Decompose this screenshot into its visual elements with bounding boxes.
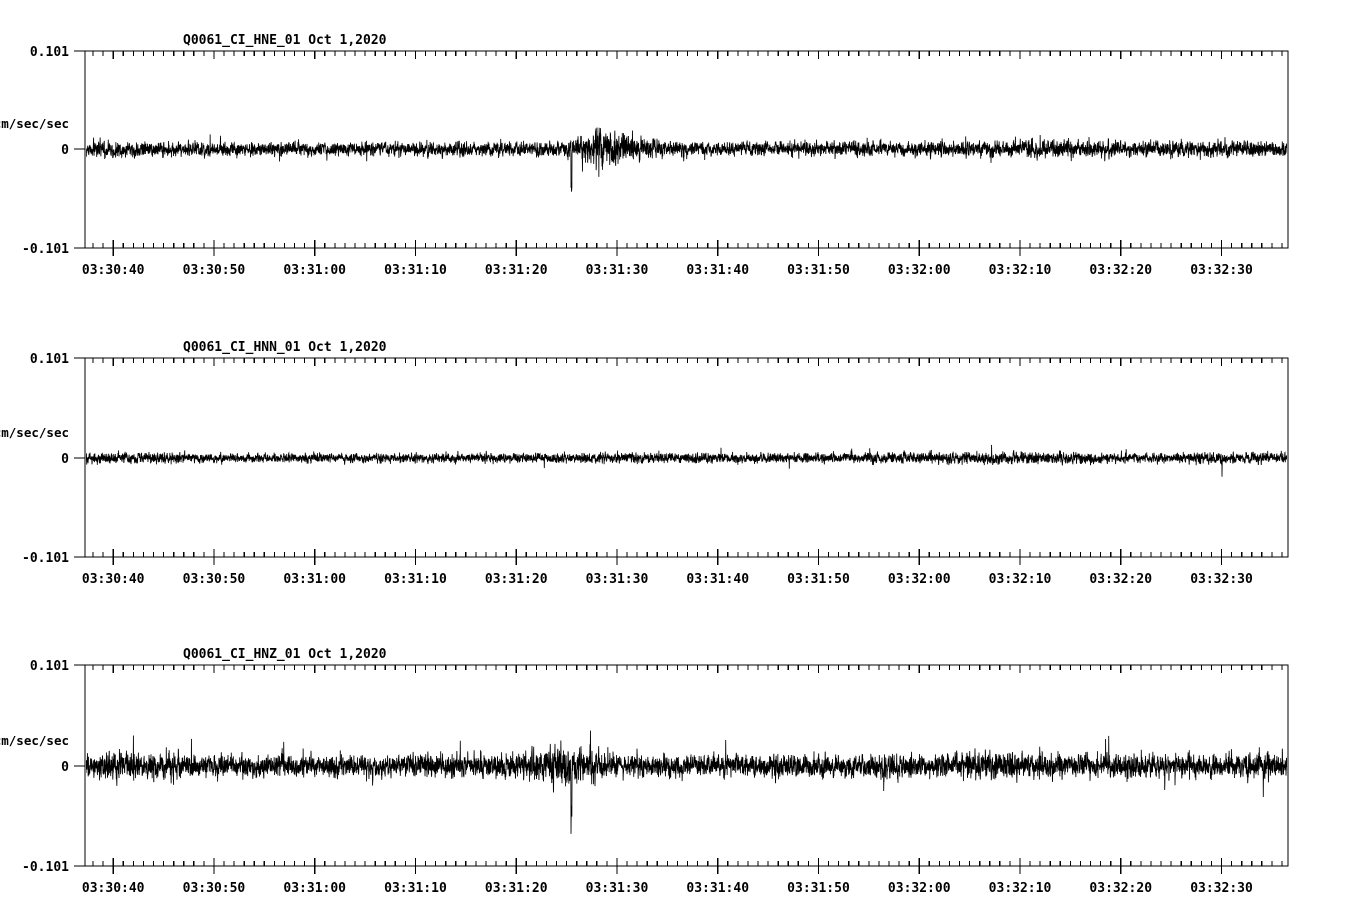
panel-hne-y-ticks	[74, 50, 85, 249]
x-tick-label: 03:31:00	[283, 572, 346, 587]
x-tick-label: 03:32:00	[888, 572, 951, 587]
panel-hnz-title: Q0061_CI_HNZ_01 Oct 1,2020	[183, 647, 387, 662]
panel-hne-frame	[84, 50, 1289, 249]
x-tick-label: 03:31:20	[485, 572, 548, 587]
panel-hnz-x-ticks	[92, 665, 1283, 874]
x-tick-label: 03:31:30	[586, 881, 649, 896]
x-tick-label: 03:32:20	[1089, 263, 1152, 278]
x-tick-label: 03:32:10	[989, 572, 1052, 587]
x-tick-label: 03:30:50	[183, 881, 246, 896]
x-tick-label: 03:32:30	[1190, 263, 1253, 278]
x-tick-label: 03:31:20	[485, 881, 548, 896]
panel-hne-y-zero-label: 0	[61, 143, 69, 158]
x-tick-label: 03:31:20	[485, 263, 548, 278]
x-tick-label: 03:32:30	[1190, 881, 1253, 896]
x-tick-label: 03:30:40	[82, 572, 145, 587]
x-tick-label: 03:31:30	[586, 263, 649, 278]
x-tick-label: 03:31:30	[586, 572, 649, 587]
x-tick-label: 03:31:50	[787, 572, 850, 587]
x-tick-label: 03:31:00	[283, 881, 346, 896]
x-tick-label: 03:30:50	[183, 572, 246, 587]
panel-hnz-y-max-label: 0.101	[30, 659, 69, 674]
x-tick-label: 03:32:20	[1089, 881, 1152, 896]
panel-hne-x-tick-labels: 03:30:40 03:30:50 03:31:00 03:31:10 03:31:20…	[82, 263, 1253, 278]
x-tick-label: 03:32:00	[888, 263, 951, 278]
panel-hnz-y-units-label: cm/sec/sec	[0, 733, 69, 748]
panel-hnz-x-tick-labels: 03:30:40 03:30:50 03:31:00 03:31:10 03:31:20…	[82, 881, 1253, 896]
x-tick-label: 03:31:10	[384, 572, 447, 587]
panel-hnn-y-ticks	[74, 357, 85, 558]
x-tick-label: 03:32:00	[888, 881, 951, 896]
x-tick-label: 03:31:50	[787, 881, 850, 896]
x-tick-label: 03:31:10	[384, 263, 447, 278]
panel-hnn-title: Q0061_CI_HNN_01 Oct 1,2020	[183, 340, 387, 355]
x-tick-label: 03:32:10	[989, 881, 1052, 896]
panel-hnn-x-tick-labels: 03:30:40 03:30:50 03:31:00 03:31:10 03:31:20…	[82, 572, 1253, 587]
x-tick-label: 03:30:40	[82, 881, 145, 896]
panel-hnn-y-max-label: 0.101	[30, 352, 69, 367]
panel-hnn-frame	[84, 357, 1289, 558]
panel-hnn-waveform-trace	[86, 444, 1287, 477]
panel-hnz-frame	[84, 664, 1289, 867]
x-tick-label: 03:31:10	[384, 881, 447, 896]
panel-hnz-waveform-trace	[86, 730, 1287, 834]
x-tick-label: 03:30:50	[183, 263, 246, 278]
x-tick-label: 03:30:40	[82, 263, 145, 278]
panel-hnz-y-ticks	[74, 664, 85, 867]
panel-hnn-y-min-label: -0.101	[22, 551, 69, 566]
panel-hnz-y-min-label: -0.101	[22, 860, 69, 875]
panel-hnn-y-units-label: cm/sec/sec	[0, 425, 69, 440]
x-tick-label: 03:31:40	[686, 881, 749, 896]
panel-hne-y-units-label: cm/sec/sec	[0, 116, 69, 131]
panel-hne-y-min-label: -0.101	[22, 242, 69, 257]
x-tick-label: 03:31:50	[787, 263, 850, 278]
x-tick-label: 03:31:00	[283, 263, 346, 278]
panel-hne-x-ticks	[92, 51, 1283, 256]
x-tick-label: 03:32:20	[1089, 572, 1152, 587]
panel-hnz-y-zero-label: 0	[61, 760, 69, 775]
panel-hnn-y-zero-label: 0	[61, 452, 69, 467]
panel-hne-y-max-label: 0.101	[30, 45, 69, 60]
x-tick-label: 03:31:40	[686, 572, 749, 587]
x-tick-label: 03:32:10	[989, 263, 1052, 278]
panel-hne-title: Q0061_CI_HNE_01 Oct 1,2020	[183, 33, 387, 48]
panel-hne-waveform-trace	[86, 127, 1287, 192]
x-tick-label: 03:32:30	[1190, 572, 1253, 587]
panel-hnn-x-ticks	[92, 358, 1283, 565]
x-tick-label: 03:31:40	[686, 263, 749, 278]
